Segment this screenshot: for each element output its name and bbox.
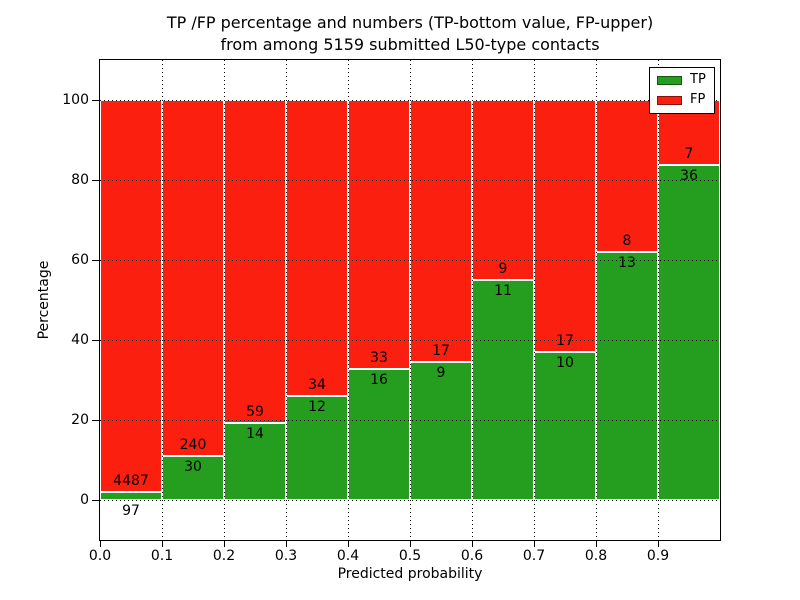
bar-tp-segment	[472, 280, 534, 500]
y-tick-label: 60	[71, 252, 89, 268]
legend: TP FP	[649, 67, 715, 114]
bar-fp-segment	[224, 100, 286, 424]
bar-tp-segment	[658, 165, 720, 500]
fp-count-label: 17	[556, 332, 574, 349]
fp-count-label: 34	[308, 376, 326, 393]
bar-tp-segment	[410, 361, 472, 500]
bar-fp-segment	[286, 100, 348, 396]
x-tick	[162, 541, 163, 547]
fp-count-label: 7	[684, 146, 694, 163]
y-tick-label: 20	[71, 412, 89, 428]
v-gridline	[658, 60, 659, 540]
legend-item-fp: FP	[657, 93, 707, 107]
x-tick-label: 0.7	[522, 548, 546, 564]
x-tick	[658, 541, 659, 547]
v-gridline	[348, 60, 349, 540]
v-gridline	[162, 60, 163, 540]
x-tick	[224, 541, 225, 547]
tp-count-label: 12	[308, 398, 326, 415]
y-tick	[92, 340, 99, 341]
y-tick	[92, 180, 99, 181]
bar-fp-segment	[100, 100, 162, 492]
y-tick	[92, 100, 99, 101]
v-gridline	[286, 60, 287, 540]
bar-tp-segment	[534, 351, 596, 500]
chart-title-line1: TP /FP percentage and numbers (TP-bottom…	[166, 13, 654, 32]
x-tick-label: 0.9	[646, 548, 670, 564]
tp-count-label: 30	[184, 458, 202, 475]
fp-count-label: 8	[622, 233, 632, 250]
bar-tp-segment	[348, 369, 410, 500]
x-tick	[286, 541, 287, 547]
v-gridline	[534, 60, 535, 540]
bar-fp-segment	[348, 100, 410, 370]
x-tick	[348, 541, 349, 547]
y-axis-label: Percentage	[36, 260, 52, 340]
bar-fp-segment	[410, 100, 472, 362]
bar-tp-segment	[100, 491, 162, 500]
legend-item-tp: TP	[657, 73, 707, 87]
bar-fp-segment	[162, 100, 224, 456]
fp-count-label: 4487	[113, 472, 149, 489]
fp-swatch-icon	[657, 95, 682, 105]
tp-count-label: 97	[122, 503, 140, 519]
x-tick-label: 0.5	[398, 548, 422, 564]
chart-title: TP /FP percentage and numbers (TP-bottom…	[100, 12, 720, 56]
legend-label-fp: FP	[690, 92, 706, 107]
tp-count-label: 36	[680, 168, 698, 185]
bar-tp-segment	[286, 395, 348, 500]
x-axis-label: Predicted probability	[337, 566, 483, 582]
y-tick	[92, 500, 99, 501]
tp-count-label: 10	[556, 354, 574, 371]
bar-fp-segment	[534, 100, 596, 352]
v-gridline	[472, 60, 473, 540]
fp-count-label: 17	[432, 342, 450, 359]
chart-title-line2: from among 5159 submitted L50-type conta…	[220, 35, 600, 54]
bar-tp-segment	[596, 252, 658, 500]
plot-area: 4487 97 240 30 59 14 34 12 33 16 17 9 9 11 17 10 8 13 7 36 …	[99, 59, 721, 541]
fp-count-label: 240	[179, 436, 207, 453]
v-gridline	[596, 60, 597, 540]
x-tick-label: 0.2	[212, 548, 236, 564]
y-tick	[92, 420, 99, 421]
v-gridline	[224, 60, 225, 540]
x-tick	[472, 541, 473, 547]
y-tick-label: 0	[80, 492, 89, 508]
fp-count-label: 59	[246, 404, 264, 421]
bar-fp-segment	[472, 100, 534, 280]
bar-fp-segment	[596, 100, 658, 253]
tp-count-label: 11	[494, 283, 512, 299]
tp-count-label: 16	[370, 372, 388, 389]
tp-count-label: 13	[618, 255, 636, 272]
y-tick	[92, 260, 99, 261]
y-tick-label: 80	[71, 172, 89, 188]
y-tick-label: 40	[71, 332, 89, 348]
x-tick	[100, 541, 101, 547]
x-tick-label: 0.0	[88, 548, 112, 564]
x-tick-label: 0.6	[460, 548, 484, 564]
x-tick-label: 0.4	[336, 548, 360, 564]
x-tick-label: 0.3	[274, 548, 298, 564]
tp-count-label: 14	[246, 426, 264, 443]
x-tick	[534, 541, 535, 547]
x-tick	[410, 541, 411, 547]
x-tick-label: 0.1	[150, 548, 174, 564]
fp-count-label: 9	[498, 261, 508, 277]
tp-swatch-icon	[657, 75, 682, 85]
legend-label-tp: TP	[690, 72, 706, 87]
x-tick-label: 0.8	[584, 548, 608, 564]
fp-count-label: 33	[370, 350, 388, 367]
tp-count-label: 9	[436, 364, 446, 381]
y-tick-label: 100	[62, 92, 89, 108]
bar-tp-segment	[224, 423, 286, 500]
x-tick	[596, 541, 597, 547]
v-gridline	[410, 60, 411, 540]
